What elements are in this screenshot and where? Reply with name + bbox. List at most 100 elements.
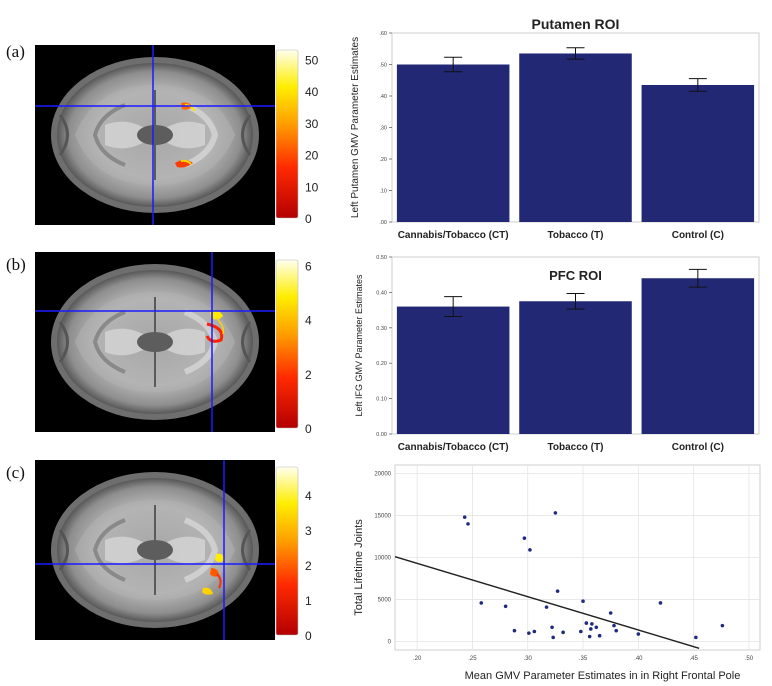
scatter-point xyxy=(550,625,554,630)
colorbar-tick-label: 2 xyxy=(305,368,312,382)
x-tick-label: .45 xyxy=(689,656,698,662)
y-tick-label: 0.30 xyxy=(376,326,387,332)
colorbar-tick-label: 3 xyxy=(305,524,312,538)
x-tick-label: .40 xyxy=(634,656,643,662)
putamen-roi-bar-chart: .00 .10 .20 .30 .40 .50 .60 Cannabis/Tobacco (C… xyxy=(350,16,760,241)
category-label: Control (C) xyxy=(672,230,724,241)
y-tick-label: .50 xyxy=(379,63,387,69)
scatter-point xyxy=(532,629,537,634)
chart-title: PFC ROI xyxy=(549,268,602,283)
y-tick-label: .10 xyxy=(379,189,387,195)
colorbar-gradient xyxy=(275,466,299,636)
scatter-point xyxy=(544,605,549,609)
y-tick-label: .00 xyxy=(379,220,387,226)
colorbar-a: 50 40 30 20 10 0 xyxy=(275,49,319,226)
y-tick-label: 5000 xyxy=(378,598,392,604)
pfc-roi-bar-chart: 0.00 0.10 0.20 0.30 0.40 0.50 Cannabis/Tobacco… xyxy=(354,255,760,453)
activation-cluster xyxy=(205,322,224,343)
category-label: Cannabis/Tobacco (CT) xyxy=(398,442,509,453)
x-tick-label: .30 xyxy=(524,656,533,662)
x-axis-label: Mean GMV Parameter Estimates in in Right… xyxy=(465,670,741,682)
colorbar-tick-label: 0 xyxy=(305,629,312,642)
y-axis-label: Total Lifetime Joints xyxy=(353,519,365,616)
bar xyxy=(641,278,755,434)
x-tick-label: .50 xyxy=(745,656,754,662)
colorbar-tick-label: 50 xyxy=(305,54,319,68)
scatter-point xyxy=(466,522,470,526)
colorbar-gradient xyxy=(275,49,299,219)
scatter-point xyxy=(555,589,560,593)
bar xyxy=(396,64,510,222)
colorbar-tick-label: 6 xyxy=(305,259,312,273)
category-label: Tobacco (T) xyxy=(548,442,604,453)
y-tick-label: .40 xyxy=(379,94,387,100)
scatter-point xyxy=(584,621,589,625)
scatter-point xyxy=(636,632,641,636)
colorbar-gradient xyxy=(275,259,299,429)
y-tick-label: .30 xyxy=(379,126,387,132)
y-tick-label: 0.40 xyxy=(376,290,387,296)
panel-label-c: (c) xyxy=(6,463,25,482)
colorbar-tick-label: 0 xyxy=(305,212,312,226)
colorbar-tick-label: 1 xyxy=(305,594,312,608)
category-label: Cannabis/Tobacco (CT) xyxy=(398,230,509,241)
x-tick-label: .25 xyxy=(468,656,477,662)
scatter-point xyxy=(608,611,613,615)
y-tick-label: 0.50 xyxy=(376,255,387,261)
colorbar-tick-label: 0 xyxy=(305,422,312,435)
activation-cluster xyxy=(210,310,223,320)
colorbar-tick-label: 2 xyxy=(305,559,312,573)
regression-line xyxy=(394,555,700,649)
scatter-point xyxy=(528,548,532,552)
chart-title: Putamen ROI xyxy=(532,16,620,32)
y-tick-label: 10000 xyxy=(374,556,391,562)
activation-cluster xyxy=(202,587,213,595)
colorbar-b: 6 4 2 0 xyxy=(275,259,312,435)
scatter-point xyxy=(551,635,555,640)
x-tick-label: .35 xyxy=(579,656,588,662)
bar xyxy=(396,306,510,434)
scatter-point xyxy=(503,604,508,609)
scatter-point xyxy=(614,628,619,633)
scatter-point xyxy=(561,630,565,635)
bar xyxy=(641,84,755,222)
scatter-point xyxy=(553,511,558,515)
colorbar-tick-label: 4 xyxy=(305,314,312,328)
y-tick-label: .60 xyxy=(379,31,387,37)
scatter-point xyxy=(588,627,593,631)
scatter-point xyxy=(694,635,698,640)
bar xyxy=(519,301,632,434)
scatter-point xyxy=(594,625,599,630)
brain-slice-a xyxy=(35,45,275,225)
scatter-point xyxy=(658,601,663,605)
scatter-point xyxy=(479,601,484,605)
y-tick-label: 15000 xyxy=(374,513,391,519)
scatter-point xyxy=(462,515,467,519)
colorbar-tick-label: 20 xyxy=(305,149,319,163)
brain-slice-c xyxy=(35,460,275,640)
colorbar-tick-label: 4 xyxy=(305,489,312,503)
scatter-point xyxy=(527,631,531,635)
scatter-point xyxy=(522,536,527,540)
scatter-point xyxy=(512,628,517,633)
panel-label-b: (b) xyxy=(6,255,26,274)
scatter-point xyxy=(720,623,725,628)
y-tick-label: 0.20 xyxy=(376,361,387,367)
category-label: Control (C) xyxy=(672,442,724,453)
lifetime-joints-scatter-plot: 0 5000 10000 15000 20000 .20 .25 .30 .35 .40 .45 .5… xyxy=(353,464,761,682)
y-tick-label: 0 xyxy=(388,640,392,646)
activation-cluster xyxy=(215,553,225,562)
x-tick-label: .20 xyxy=(413,656,422,662)
scatter-point xyxy=(612,623,616,628)
y-tick-label: 20000 xyxy=(374,471,391,477)
category-label: Tobacco (T) xyxy=(548,230,604,241)
colorbar-c: 4 3 2 1 0 xyxy=(275,466,312,642)
colorbar-tick-label: 40 xyxy=(305,85,319,99)
scatter-point xyxy=(581,599,585,604)
y-axis-label: Left IFG GMV Parameter Estimates xyxy=(354,274,364,417)
colorbar-tick-label: 10 xyxy=(305,180,319,194)
scatter-point xyxy=(597,633,602,638)
y-tick-label: .20 xyxy=(379,157,387,163)
brain-slice-b xyxy=(35,252,275,432)
y-axis-label: Left Putamen GMV Parameter Estimates xyxy=(350,37,361,218)
